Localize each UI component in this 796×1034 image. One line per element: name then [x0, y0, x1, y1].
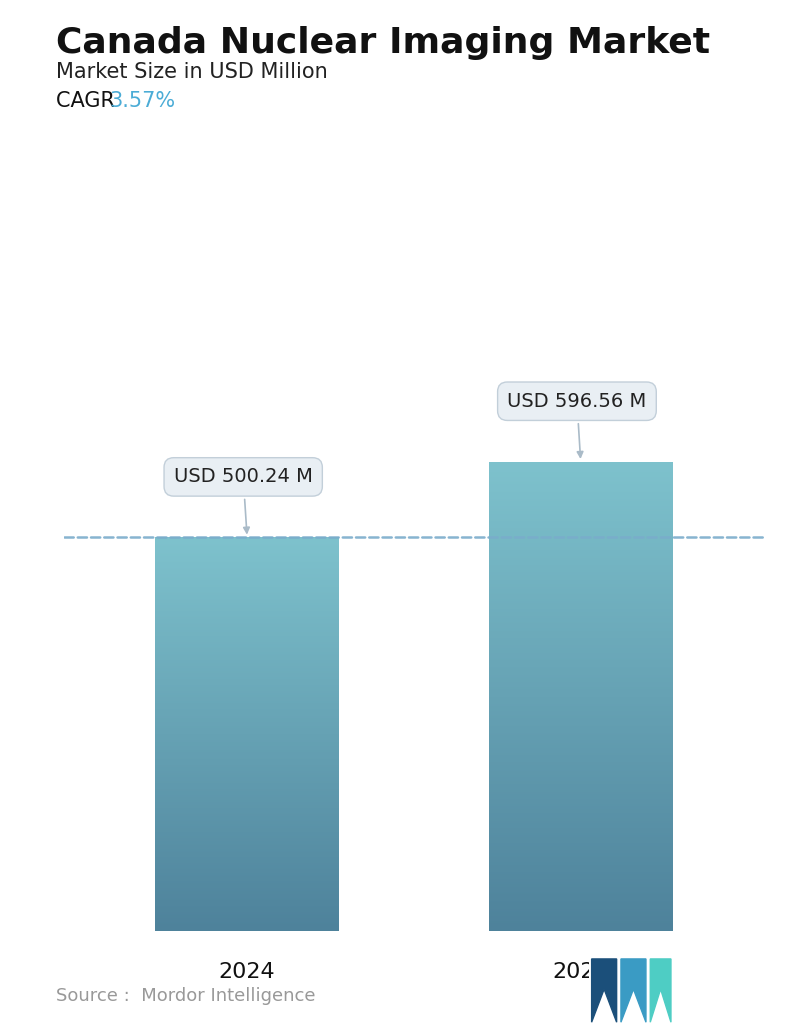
- Text: 3.57%: 3.57%: [110, 91, 176, 111]
- Polygon shape: [591, 959, 617, 1023]
- Polygon shape: [621, 959, 646, 1023]
- Text: Market Size in USD Million: Market Size in USD Million: [56, 62, 327, 82]
- Polygon shape: [650, 959, 671, 1023]
- Text: Source :  Mordor Intelligence: Source : Mordor Intelligence: [56, 987, 315, 1005]
- Text: 2029: 2029: [552, 962, 609, 982]
- Text: Canada Nuclear Imaging Market: Canada Nuclear Imaging Market: [56, 26, 710, 60]
- Text: 2024: 2024: [219, 962, 275, 982]
- Text: USD 500.24 M: USD 500.24 M: [174, 467, 313, 533]
- Text: CAGR: CAGR: [56, 91, 121, 111]
- Text: USD 596.56 M: USD 596.56 M: [507, 392, 646, 457]
